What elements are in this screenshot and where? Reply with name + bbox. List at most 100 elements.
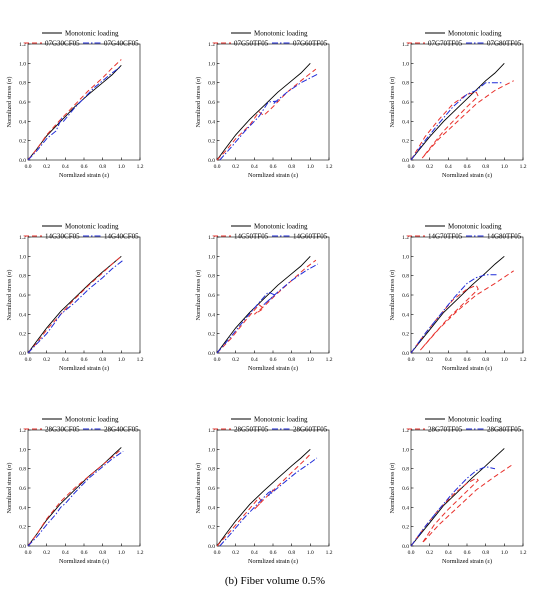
y-tick-label: 0.0 [19,544,26,550]
legend-label: 14G70TF05 [428,233,463,241]
series-line-2 [27,255,122,354]
x-axis-label: Normlized strain (ε) [442,558,492,565]
x-tick-label: 0.4 [445,357,452,363]
series-line-3 [410,274,497,354]
y-tick-label: 1.2 [19,428,26,434]
legend-label: 28G30CF05 [45,426,80,434]
x-tick-label: 0.2 [43,164,50,170]
x-tick-label: 0.0 [25,550,32,556]
x-tick-label: 1.2 [326,550,333,556]
y-tick-label: 0.8 [208,81,215,87]
chart-panel-7: 0.0 0.2 0.4 0.6 0.8 1.0 1.2 0.0 0.2 0.4 0.6 0.8 1.0 1… [6,416,144,566]
y-tick-label: 0.8 [402,467,409,473]
y-tick-label: 0.6 [19,293,26,299]
x-axis-label: Normlized strain (ε) [442,365,492,372]
series-line-1 [27,255,122,354]
plot-frame [216,43,330,161]
y-tick-label: 0.2 [208,332,215,338]
legend-label: 28G80TF05 [487,426,522,434]
x-tick-label: 0.2 [426,164,433,170]
y-tick-label: 0.6 [208,100,215,106]
chart-panel-6: 0.0 0.2 0.4 0.6 0.8 1.0 1.2 0.0 0.2 0.4 0.6 0.8 1.0 1… [389,223,527,373]
x-tick-label: 1.0 [118,164,125,170]
y-tick-label: 1.0 [19,61,26,67]
y-tick-label: 0.4 [208,119,215,125]
y-tick-label: 0.6 [402,293,409,299]
series-line-2 [410,270,514,354]
x-tick-label: 1.0 [307,164,314,170]
y-tick-label: 1.2 [402,235,409,241]
x-tick-label: 0.8 [288,550,295,556]
series-line-3 [27,259,124,354]
series-line-1 [216,255,311,354]
x-tick-label: 0.2 [232,357,239,363]
x-tick-label: 1.0 [118,550,125,556]
y-tick-label: 0.0 [402,544,409,550]
chart-panel-8: 0.0 0.2 0.4 0.6 0.8 1.0 1.2 0.0 0.2 0.4 0.6 0.8 1.0 1… [195,416,333,566]
plot-frame [410,236,524,354]
chart-panel-9: 0.0 0.2 0.4 0.6 0.8 1.0 1.2 0.0 0.2 0.4 0.6 0.8 1.0 1… [389,416,527,566]
x-axis-label: Normlized strain (ε) [59,558,109,565]
y-tick-label: 0.6 [19,100,26,106]
x-axis-label: Normlized strain (ε) [248,558,298,565]
y-axis-label: Normlized stress (σ) [6,463,13,514]
x-tick-label: 1.2 [520,357,527,363]
x-tick-label: 0.0 [214,357,221,363]
x-tick-label: 0.4 [251,164,258,170]
y-tick-label: 0.8 [208,274,215,280]
x-tick-label: 0.8 [99,550,106,556]
y-tick-label: 1.2 [208,428,215,434]
series-line-3 [219,73,319,161]
y-axis-label: Normlized stress (σ) [389,77,396,128]
x-axis-label: Normlized strain (ε) [442,172,492,179]
x-tick-label: 0.4 [445,550,452,556]
legend-label: Monotonic loading [65,30,119,38]
legend-label: 07G30CF05 [45,40,80,48]
x-tick-label: 0.8 [482,357,489,363]
x-tick-label: 0.0 [408,164,415,170]
x-axis-label: Normlized strain (ε) [59,172,109,179]
y-tick-label: 0.2 [402,332,409,338]
y-tick-label: 1.0 [19,254,26,260]
x-tick-label: 0.8 [288,164,295,170]
series-line-1 [216,62,311,161]
x-tick-label: 1.2 [326,164,333,170]
x-tick-label: 0.6 [464,164,471,170]
y-tick-label: 0.4 [402,505,409,511]
y-tick-label: 0.0 [19,351,26,357]
series-line-1 [216,448,311,547]
y-tick-label: 1.0 [19,447,26,453]
series-line-3 [410,466,496,547]
series-line-1 [27,64,122,161]
legend-label: Monotonic loading [448,223,502,231]
y-tick-label: 0.0 [208,351,215,357]
y-tick-label: 0.2 [208,525,215,531]
legend-label: Monotonic loading [65,416,119,424]
chart-panel-2: 0.0 0.2 0.4 0.6 0.8 1.0 1.2 0.0 0.2 0.4 0.6 0.8 1.0 1… [195,30,333,180]
figure-caption: (b) Fiber volume 0.5% [224,575,326,587]
y-tick-label: 0.4 [402,119,409,125]
plot-frame [410,429,524,547]
y-tick-label: 0.0 [402,351,409,357]
y-tick-label: 0.2 [19,332,26,338]
y-tick-label: 1.0 [402,254,409,260]
plot-frame [216,429,330,547]
x-tick-label: 0.6 [464,357,471,363]
x-tick-label: 0.0 [25,164,32,170]
legend-label: Monotonic loading [254,30,308,38]
y-tick-label: 1.0 [208,254,215,260]
x-tick-label: 0.8 [99,164,106,170]
legend-label: Monotonic loading [254,223,308,231]
x-tick-label: 0.4 [62,164,69,170]
legend-label: Monotonic loading [254,416,308,424]
x-tick-label: 1.0 [501,550,508,556]
y-tick-label: 0.8 [19,467,26,473]
y-tick-label: 0.6 [402,486,409,492]
x-tick-label: 0.0 [25,357,32,363]
y-tick-label: 0.4 [19,312,26,318]
x-tick-label: 0.2 [426,357,433,363]
y-tick-label: 0.6 [208,293,215,299]
legend-label: 07G60TF05 [293,40,328,48]
series-line-3 [27,450,124,547]
